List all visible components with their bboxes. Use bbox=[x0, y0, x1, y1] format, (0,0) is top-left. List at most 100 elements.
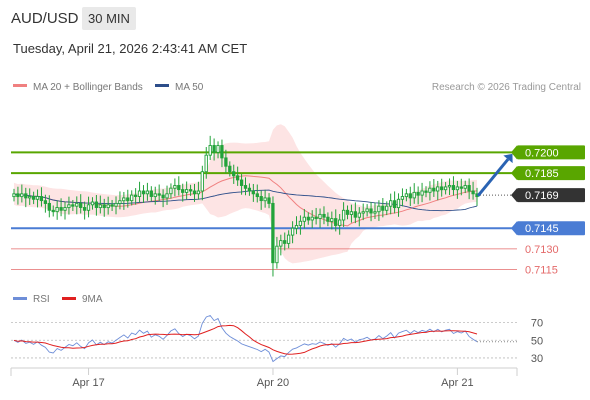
candle bbox=[102, 198, 106, 217]
candle bbox=[259, 190, 263, 210]
candle-body bbox=[235, 175, 240, 181]
candle bbox=[169, 183, 173, 199]
level-label-0.7185: 0.7185 bbox=[525, 168, 559, 180]
candle bbox=[443, 182, 448, 195]
candle-body bbox=[471, 190, 475, 195]
candle-body bbox=[381, 205, 385, 211]
candle bbox=[94, 194, 99, 216]
candle-body bbox=[165, 193, 169, 199]
candle-body bbox=[133, 194, 138, 197]
candle-body bbox=[141, 190, 146, 195]
candle bbox=[75, 196, 79, 215]
level-label-0.7115: 0.7115 bbox=[525, 265, 558, 277]
candle bbox=[412, 183, 416, 204]
candle-body bbox=[157, 193, 161, 196]
candle-body bbox=[220, 145, 224, 159]
candle bbox=[436, 180, 440, 201]
candle bbox=[12, 188, 16, 202]
candle bbox=[153, 186, 157, 205]
candle-body bbox=[47, 202, 51, 211]
level-label-0.7200: 0.7200 bbox=[525, 147, 559, 159]
candle-body bbox=[436, 186, 440, 192]
level-label-0.7130: 0.7130 bbox=[525, 244, 559, 256]
candle-body bbox=[373, 211, 377, 214]
candle bbox=[408, 186, 412, 207]
candle bbox=[63, 201, 67, 220]
candle-body bbox=[369, 208, 373, 214]
ma9-legend-label: 9MA bbox=[82, 294, 103, 305]
candle-body bbox=[149, 190, 153, 197]
candle bbox=[318, 208, 322, 228]
candle bbox=[377, 200, 381, 221]
rsi-line bbox=[13, 314, 478, 363]
rsi-legend: RSI 9MA bbox=[13, 294, 103, 305]
price-legend: MA 20 + Bollinger Bands MA 50 Research ©… bbox=[13, 82, 581, 93]
chart-header: AUD/USD 30 MIN bbox=[0, 0, 590, 36]
candle-body bbox=[82, 207, 87, 211]
candle bbox=[204, 147, 208, 179]
candle-body bbox=[259, 196, 263, 202]
candle-body bbox=[239, 179, 244, 186]
copyright-label: Research © 2026 Trading Central bbox=[432, 82, 581, 93]
candle bbox=[420, 182, 424, 203]
candle bbox=[141, 185, 146, 203]
candle-body bbox=[177, 185, 181, 191]
forecast-arrow bbox=[476, 153, 513, 197]
candle bbox=[251, 183, 255, 202]
candle-body bbox=[400, 196, 405, 200]
candle-body bbox=[267, 197, 271, 204]
candle bbox=[200, 165, 204, 201]
price-levels bbox=[11, 151, 517, 270]
candle bbox=[79, 194, 83, 214]
candle bbox=[243, 177, 248, 196]
candle-body bbox=[51, 209, 55, 213]
level-label-pointer-0.7200 bbox=[511, 145, 517, 160]
candle bbox=[133, 188, 138, 205]
candle-body bbox=[216, 145, 220, 153]
candle-body bbox=[137, 190, 142, 197]
candle bbox=[279, 234, 283, 256]
candle bbox=[353, 202, 357, 224]
candle-body bbox=[451, 185, 456, 191]
candle bbox=[349, 204, 354, 223]
candle-body bbox=[467, 185, 471, 192]
candle bbox=[192, 183, 197, 202]
candle bbox=[149, 186, 153, 202]
candle-body bbox=[255, 193, 259, 198]
timeframe-button[interactable]: 30 MIN bbox=[82, 7, 136, 30]
candle bbox=[341, 202, 346, 227]
candle-body bbox=[94, 201, 99, 208]
last-price-label: 0.7169 bbox=[525, 190, 559, 202]
candle bbox=[334, 209, 338, 232]
candle bbox=[326, 212, 330, 227]
candle-body bbox=[153, 193, 157, 198]
candle-body bbox=[365, 208, 369, 213]
candle bbox=[271, 196, 275, 277]
candle bbox=[71, 199, 75, 211]
last-price-label-pointer bbox=[511, 188, 517, 203]
candle-body bbox=[428, 187, 432, 193]
candle-body bbox=[318, 213, 322, 219]
candle-body bbox=[338, 219, 342, 226]
candle bbox=[157, 184, 161, 202]
level-label-box-0.7200 bbox=[517, 145, 585, 160]
candle bbox=[55, 200, 59, 220]
candle bbox=[290, 221, 295, 244]
candle-body bbox=[90, 201, 95, 206]
candle-body bbox=[196, 190, 201, 195]
candle-body bbox=[86, 204, 91, 211]
candle-body bbox=[79, 202, 83, 208]
level-label-box-0.7145 bbox=[517, 221, 585, 236]
candle bbox=[39, 187, 44, 207]
candle-body bbox=[385, 205, 389, 211]
candle bbox=[428, 181, 432, 201]
rsi-tick-label: 50 bbox=[531, 335, 543, 347]
candle bbox=[404, 188, 409, 202]
candle-body bbox=[122, 197, 126, 202]
candle bbox=[181, 183, 185, 202]
candle-body bbox=[28, 196, 32, 199]
candle bbox=[220, 139, 224, 168]
ma9-line bbox=[13, 324, 478, 355]
candle bbox=[365, 204, 369, 217]
